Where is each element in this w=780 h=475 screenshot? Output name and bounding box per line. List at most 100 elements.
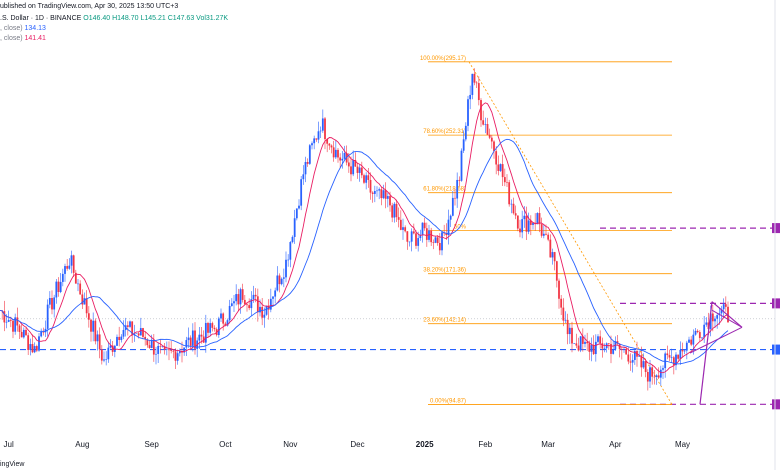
candle-body (727, 306, 729, 323)
candle-body (499, 164, 502, 171)
candle-body (672, 357, 675, 366)
level-price-tag (772, 399, 780, 410)
candle-body (412, 231, 415, 234)
candle-body (449, 215, 452, 220)
candle-body (222, 313, 225, 324)
x-tick-label: May (675, 440, 690, 449)
candle-body (319, 130, 322, 132)
candle-body (458, 179, 461, 181)
candle-body (590, 345, 593, 352)
candle-body (493, 141, 495, 152)
candle-body (103, 359, 105, 361)
candle-body (698, 332, 701, 338)
candle-body (61, 273, 64, 282)
candle-body (616, 341, 619, 344)
candle-body (220, 313, 222, 319)
candle-body (200, 334, 203, 337)
candle-body (402, 227, 404, 230)
candle-body (711, 313, 714, 322)
candle-body (506, 182, 508, 183)
ma2-legend[interactable]: , close) 141.41 (0, 35, 46, 42)
fib-level-label: 61.80%(218.68) (423, 187, 466, 193)
candle-body (410, 231, 413, 242)
candle-body (532, 222, 534, 225)
candle-body (109, 345, 112, 348)
candle-body (120, 336, 123, 341)
candle-body (575, 343, 578, 346)
candle-body (421, 222, 424, 235)
candle-body (653, 376, 656, 378)
candle-body (174, 351, 177, 361)
brand-text: ingView (0, 461, 25, 468)
candle-body (659, 369, 662, 378)
candle-body (592, 345, 595, 355)
candle-body (393, 203, 396, 218)
candle-body (488, 134, 491, 138)
candle-body (395, 203, 398, 218)
candle-body (716, 315, 719, 319)
fib-level-label: 0.00%(94.87) (430, 399, 466, 405)
candle-body (295, 208, 298, 219)
fib-level-label: 78.60%(252.31) (423, 129, 466, 135)
candle-body (423, 222, 426, 229)
candle-body (417, 238, 420, 246)
candle-body (625, 349, 628, 355)
candle-body (269, 298, 272, 310)
candle-body (464, 125, 467, 140)
candle-body (42, 331, 45, 333)
candle-body (163, 346, 166, 350)
candle-body (447, 219, 450, 236)
candle-body (259, 306, 261, 313)
candle-body (256, 296, 259, 313)
candle-body (705, 322, 708, 325)
candle-body (343, 153, 346, 159)
candle-body (207, 322, 209, 333)
candle-body (254, 294, 257, 297)
candle-body (360, 167, 363, 176)
candle-body (644, 361, 647, 373)
candle-body (655, 375, 658, 377)
candle-body (380, 189, 383, 199)
candle-body (573, 343, 576, 345)
candle-body (521, 219, 524, 233)
candle-body (243, 299, 246, 305)
ma1-legend[interactable]: , close) 134.13 (0, 25, 46, 32)
candle-body (59, 281, 62, 293)
candle-body (44, 328, 47, 333)
published-line: ublished on TradingView.com, Apr 30, 202… (0, 3, 178, 10)
x-tick-label: Aug (75, 440, 89, 449)
candle-body (170, 350, 173, 351)
candle-body (547, 234, 550, 240)
candle-body (428, 230, 430, 240)
candle-body (601, 343, 604, 349)
x-tick-label: Nov (283, 440, 297, 449)
candle-body (168, 349, 170, 351)
candle-body (142, 328, 144, 337)
fib-level-label: 100.00%(295.17) (420, 56, 466, 62)
candle-body (558, 280, 560, 299)
ma-slow-line (0, 138, 729, 365)
candle-body (315, 138, 318, 140)
candle-body (419, 234, 422, 239)
candle-body (454, 197, 456, 199)
candle-body (68, 265, 71, 269)
candle-body (185, 340, 188, 348)
candle-body (57, 281, 60, 293)
x-tick-label: Jul (4, 440, 14, 449)
candle-body (233, 301, 235, 304)
tradingview-footer[interactable]: ingView (0, 461, 24, 468)
candle-body (92, 320, 95, 332)
candle-body (516, 215, 519, 229)
candle-body (365, 175, 368, 183)
candle-body (456, 179, 459, 199)
candle-body (627, 354, 630, 362)
candle-body (438, 243, 441, 251)
candle-body (363, 175, 365, 183)
candle-body (384, 190, 387, 199)
candle-body (542, 233, 545, 236)
pattern-line (699, 301, 713, 405)
candle-body (495, 151, 498, 165)
candle-body (545, 233, 547, 235)
